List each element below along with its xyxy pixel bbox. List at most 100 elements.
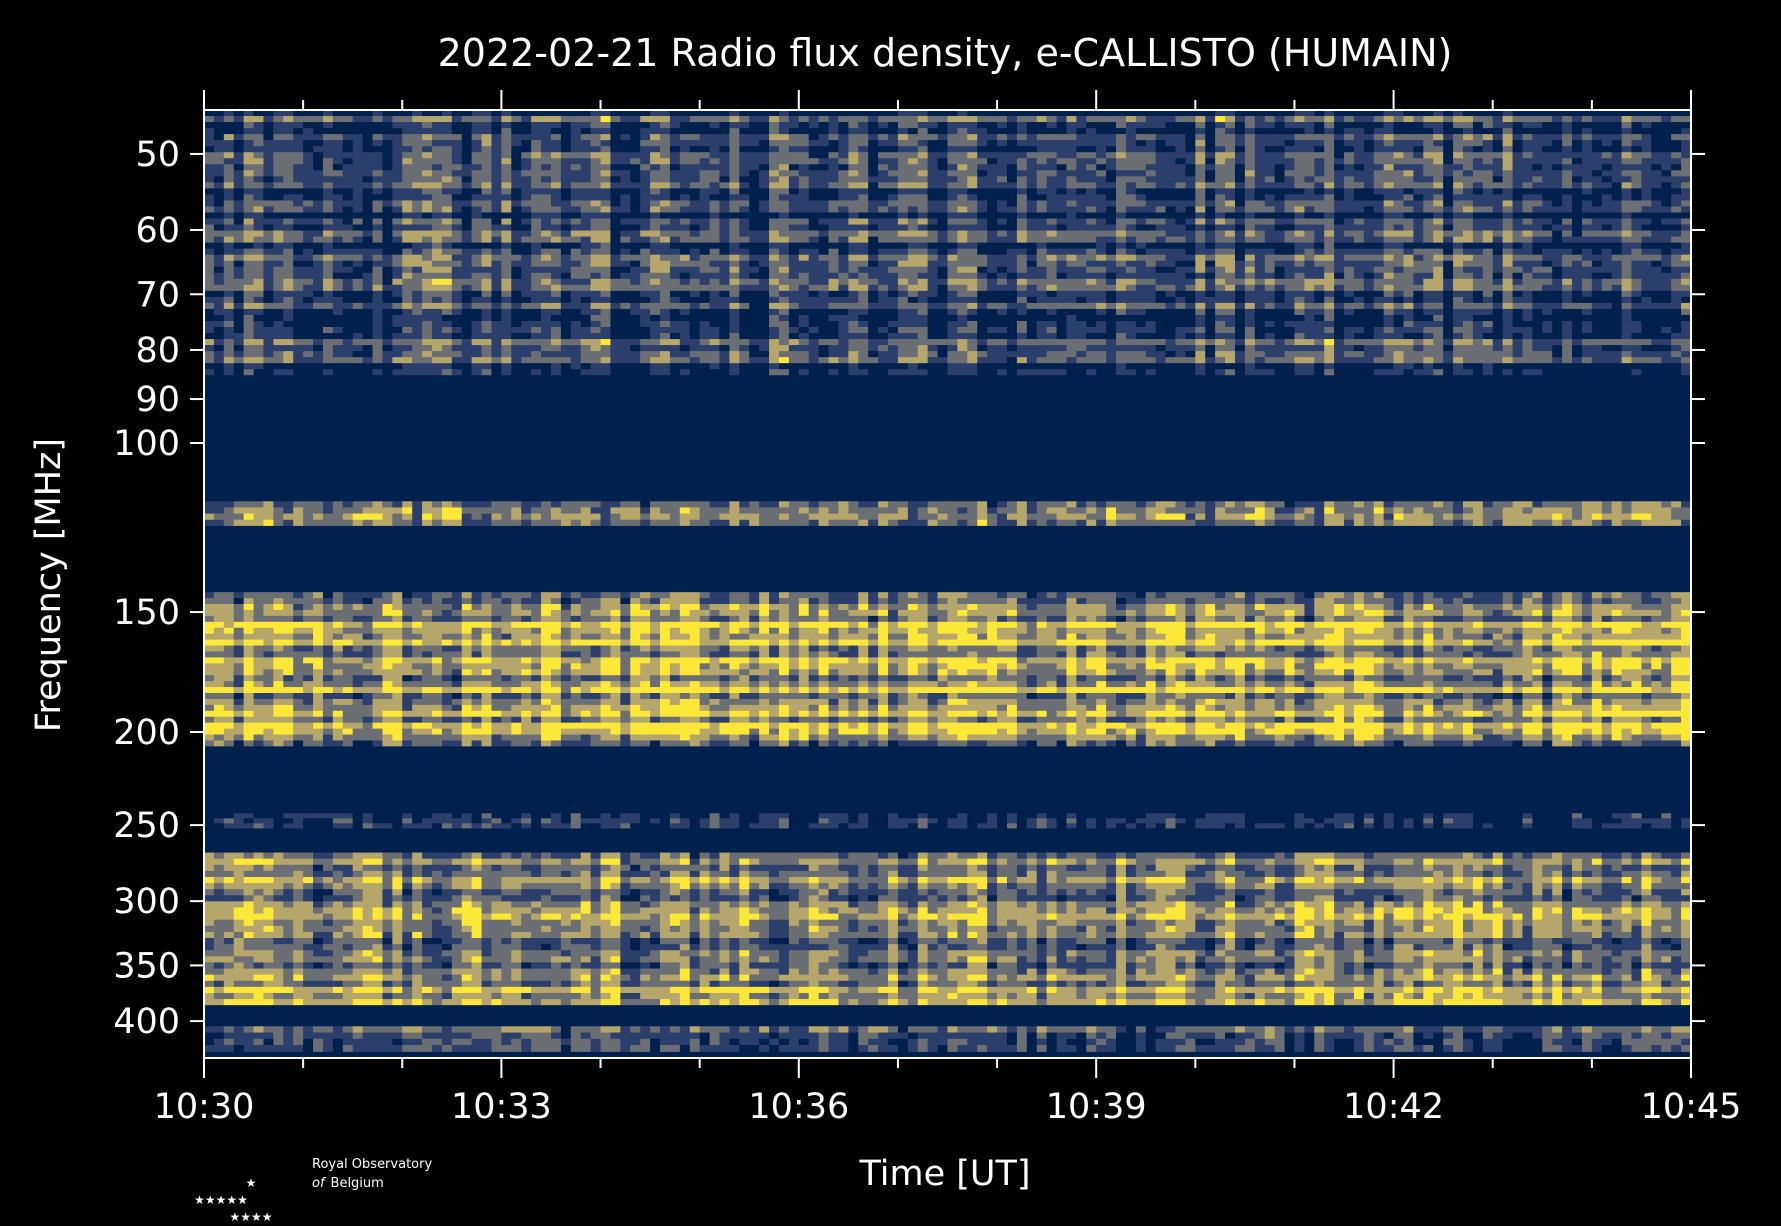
heatmap-cell xyxy=(441,266,453,274)
heatmap-cell xyxy=(997,116,1008,123)
heatmap-cell xyxy=(689,248,701,256)
heatmap-cell xyxy=(798,116,810,123)
heatmap-cell xyxy=(432,260,443,268)
heatmap-cell xyxy=(1294,110,1305,117)
heatmap-cell xyxy=(580,134,592,141)
heatmap-cell xyxy=(719,128,730,135)
heatmap-cell xyxy=(808,140,820,147)
heatmap-cell xyxy=(263,272,274,280)
heatmap-cell xyxy=(471,194,483,202)
heatmap-cell xyxy=(1314,176,1325,183)
heatmap-cell xyxy=(1135,242,1147,250)
heatmap-cell xyxy=(1125,194,1137,202)
heatmap-cell xyxy=(1175,134,1187,141)
heatmap-cell xyxy=(1225,218,1236,226)
heatmap-cell xyxy=(838,290,849,298)
heatmap-cell xyxy=(432,236,443,244)
heatmap-cell xyxy=(1274,296,1286,304)
heatmap-cell xyxy=(352,128,364,135)
heatmap-cell xyxy=(1046,212,1058,220)
heatmap-cell xyxy=(580,242,592,250)
heatmap-cell xyxy=(501,230,512,238)
heatmap-cell xyxy=(828,110,840,117)
heatmap-cell xyxy=(1125,224,1137,232)
heatmap-cell xyxy=(868,314,879,322)
heatmap-cell xyxy=(1096,369,1107,376)
heatmap-cell xyxy=(848,218,859,226)
heatmap-cell xyxy=(1284,140,1296,147)
heatmap-cell xyxy=(243,110,255,117)
heatmap-cell xyxy=(1225,369,1236,376)
heatmap-cell xyxy=(927,308,939,316)
heatmap-cell xyxy=(432,248,443,256)
heatmap-cell xyxy=(858,128,869,135)
heatmap-cell xyxy=(1066,333,1077,340)
heatmap-cell xyxy=(372,308,384,316)
heatmap-cell xyxy=(491,278,502,286)
heatmap-cell xyxy=(888,128,899,135)
heatmap-cell xyxy=(422,357,433,364)
heatmap-cell xyxy=(392,290,403,298)
heatmap-cell xyxy=(669,140,681,147)
heatmap-cell xyxy=(630,248,641,256)
heatmap-cell xyxy=(917,170,929,177)
heatmap-cell xyxy=(1066,284,1077,292)
heatmap-cell xyxy=(531,128,542,135)
heatmap-cell xyxy=(818,266,830,274)
heatmap-cell xyxy=(818,345,830,352)
heatmap-cell xyxy=(441,140,453,147)
heatmap-cell xyxy=(957,248,968,256)
heatmap-cell xyxy=(1036,224,1048,232)
heatmap-cell xyxy=(491,260,502,268)
heatmap-cell xyxy=(689,206,701,214)
heatmap-cell xyxy=(987,170,998,177)
heatmap-cell xyxy=(868,200,879,208)
heatmap-cell xyxy=(1006,290,1018,298)
heatmap-cell xyxy=(541,158,552,165)
heatmap-cell xyxy=(1076,206,1087,214)
heatmap-cell xyxy=(1185,351,1196,358)
heatmap-cell xyxy=(233,308,245,316)
heatmap-cell xyxy=(1195,308,1206,316)
heatmap-cell xyxy=(1106,266,1117,274)
heatmap-cell xyxy=(1135,296,1147,304)
heatmap-cell xyxy=(471,327,483,334)
heatmap-cell xyxy=(620,140,631,147)
heatmap-cell xyxy=(283,158,294,165)
heatmap-cell xyxy=(1304,218,1315,226)
heatmap-cell xyxy=(1244,236,1256,244)
heatmap-cell xyxy=(888,200,899,208)
heatmap-cell xyxy=(1244,266,1256,274)
heatmap-cell xyxy=(590,296,602,304)
heatmap-cell xyxy=(441,206,453,214)
heatmap-cell xyxy=(788,230,800,238)
heatmap-cell xyxy=(303,266,314,274)
heatmap-cell xyxy=(1046,194,1058,202)
heatmap-cell xyxy=(1036,176,1048,183)
heatmap-cell xyxy=(223,206,235,214)
heatmap-cell xyxy=(372,230,384,238)
heatmap-cell xyxy=(1284,327,1296,334)
heatmap-cell xyxy=(689,176,701,183)
heatmap-cell xyxy=(570,128,582,135)
heatmap-cell xyxy=(818,272,830,280)
heatmap-cell xyxy=(818,254,830,262)
heatmap-cell xyxy=(412,302,423,310)
heatmap-cell xyxy=(293,327,304,334)
heatmap-cell xyxy=(570,327,582,334)
heatmap-cell xyxy=(1026,146,1038,153)
heatmap-cell xyxy=(1274,122,1286,129)
heatmap-cell xyxy=(1314,248,1325,256)
heatmap-cell xyxy=(1195,152,1206,159)
heatmap-cell xyxy=(650,224,661,232)
heatmap-cell xyxy=(283,122,294,129)
heatmap-cell xyxy=(1016,194,1028,202)
heatmap-cell xyxy=(243,236,255,244)
heatmap-cell xyxy=(332,308,344,316)
heatmap-cell xyxy=(362,308,374,316)
heatmap-cell xyxy=(1264,134,1276,141)
heatmap-cell xyxy=(769,122,780,129)
heatmap-cell xyxy=(1294,230,1305,238)
heatmap-cell xyxy=(243,230,255,238)
heatmap-cell xyxy=(808,284,820,292)
